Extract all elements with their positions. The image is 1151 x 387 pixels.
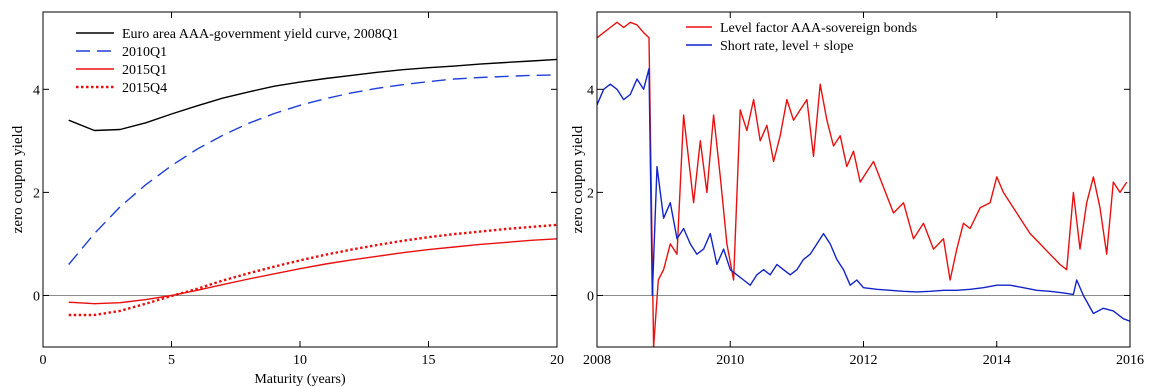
legend-label-1: 2010Q1 [122,45,167,60]
x-tick-label: 10 [293,353,307,368]
y-tick-label: 2 [33,186,40,201]
x-tick-label: 20 [550,353,564,368]
series-line-1 [68,74,557,265]
x-tick-label: 2014 [983,353,1011,368]
y-tick-label: 4 [33,83,40,98]
series-line-1 [597,68,1130,322]
x-tick-label: 5 [168,353,175,368]
left-chart-panel: 0 5 10 15 20 0 2 4 Maturity (years) zero coupon y… [10,11,564,387]
series-line-0 [597,21,1128,347]
legend-label-2: 2015Q1 [122,63,167,78]
x-tick-label: 2008 [583,353,611,368]
y-tick-label: 0 [587,289,594,304]
x-tick-label: 2016 [1116,353,1144,368]
x-axis-label: Maturity (years) [254,372,346,387]
series-line-3 [68,223,557,317]
legend-label-1: Short rate, level + slope [720,39,853,54]
y-axis-label: zero coupon yield [10,125,26,233]
series-line-0 [68,58,557,132]
y-tick-label: 4 [587,83,594,98]
series-line-2 [68,238,557,305]
right-chart-panel: 2008 2010 2012 2014 2016 0 2 4 zero coupon yield… [570,11,1144,368]
plot-frame [42,11,558,348]
legend-label-0: Euro area AAA-government yield curve, 20… [122,27,399,42]
y-tick-label: 0 [33,289,40,304]
y-axis-label: zero coupon yield [570,125,586,233]
plot-frame [596,11,1131,348]
legend-label-0: Level factor AAA-sovereign bonds [720,21,917,36]
y-tick-label: 2 [587,186,594,201]
x-tick-label: 2012 [850,353,878,368]
legend-label-3: 2015Q4 [122,81,167,96]
x-tick-label: 15 [422,353,436,368]
x-tick-label: 0 [40,353,47,368]
x-tick-label: 2010 [716,353,744,368]
